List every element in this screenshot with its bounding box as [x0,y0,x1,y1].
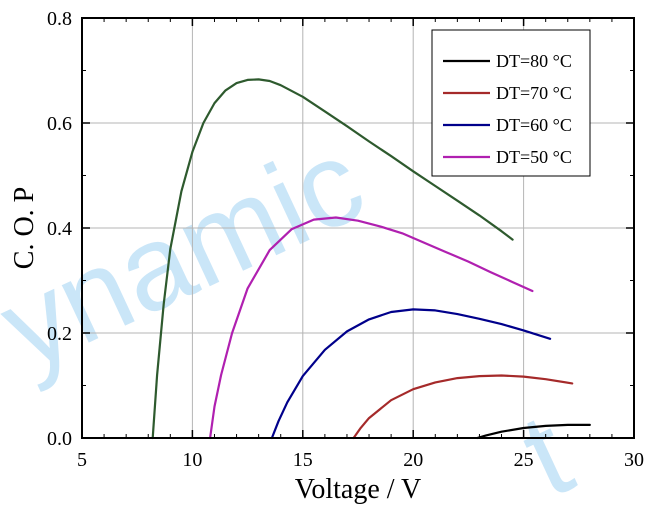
x-tick-label: 15 [293,449,313,471]
legend-label: DT=70 °C [496,83,572,103]
y-axis-title: C. O. P [9,187,40,269]
legend-label: DT=60 °C [496,115,572,135]
series-line-1 [352,374,574,440]
y-tick-label: 0.8 [47,8,72,30]
x-axis-title: Voltage / V [295,474,422,505]
legend-label: DT=80 °C [496,51,572,71]
legend-box [431,29,591,177]
data-series [151,78,591,440]
tick-labels: 5 10 15 20 25 30 0.0 0.2 0.4 0.6 0.8 [47,8,644,471]
y-tick-label: 0.0 [47,428,72,450]
series-line-0 [476,423,591,440]
svg-text:t: t [503,387,590,506]
y-tick-label: 0.2 [47,323,72,345]
x-tick-label: 20 [403,449,423,471]
y-tick-label: 0.6 [47,113,72,135]
y-tick-label: 0.4 [47,218,72,240]
axis-ticks [81,17,635,439]
series-line-2 [270,308,552,440]
legend: DT=80 °C DT=70 °C DT=60 °C DT=50 °C [431,29,591,177]
x-tick-label: 5 [77,449,87,471]
series-line-4 [151,78,514,440]
series-line-3 [209,216,534,440]
legend-label: DT=50 °C [496,147,572,167]
x-tick-label: 10 [182,449,202,471]
x-tick-label: 25 [514,449,534,471]
x-tick-label: 30 [624,449,644,471]
